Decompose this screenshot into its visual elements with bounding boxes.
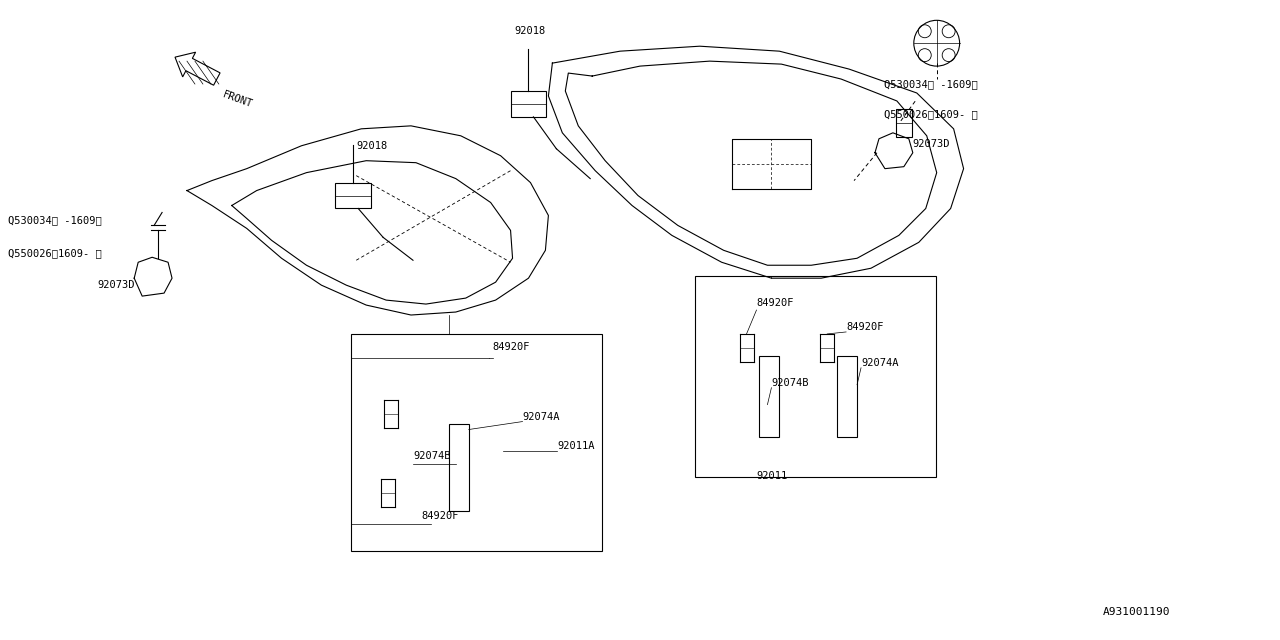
Text: 92011A: 92011A bbox=[557, 442, 595, 451]
Text: 84920F: 84920F bbox=[493, 342, 530, 352]
FancyArrow shape bbox=[175, 52, 220, 85]
Text: Q530034〈 -1609〉: Q530034〈 -1609〉 bbox=[884, 79, 978, 89]
Text: 92018: 92018 bbox=[356, 141, 388, 151]
Text: 84920F: 84920F bbox=[756, 298, 794, 308]
Text: Q550026〈1609- 〉: Q550026〈1609- 〉 bbox=[8, 248, 101, 259]
Bar bbox=[695, 276, 936, 477]
Bar bbox=[335, 182, 371, 209]
Text: 92018: 92018 bbox=[515, 26, 547, 36]
Text: 92074B: 92074B bbox=[413, 451, 451, 461]
Bar bbox=[351, 334, 602, 551]
Text: 92074B: 92074B bbox=[772, 378, 809, 388]
Text: Q530034〈 -1609〉: Q530034〈 -1609〉 bbox=[8, 216, 101, 225]
Text: 92074A: 92074A bbox=[861, 358, 899, 368]
Text: FRONT: FRONT bbox=[221, 89, 253, 109]
Bar bbox=[837, 356, 858, 438]
Bar bbox=[896, 109, 911, 137]
Text: 92074A: 92074A bbox=[522, 412, 561, 422]
Text: Q550026〈1609- 〉: Q550026〈1609- 〉 bbox=[884, 109, 978, 119]
Text: 92073D: 92073D bbox=[911, 139, 950, 148]
Bar bbox=[759, 356, 780, 438]
Text: 84920F: 84920F bbox=[421, 511, 458, 521]
Text: 92011: 92011 bbox=[756, 471, 787, 481]
Text: 84920F: 84920F bbox=[846, 322, 883, 332]
Bar bbox=[511, 91, 547, 117]
Text: 92073D: 92073D bbox=[97, 280, 134, 290]
Text: A931001190: A931001190 bbox=[1103, 607, 1170, 617]
Bar bbox=[449, 424, 468, 511]
